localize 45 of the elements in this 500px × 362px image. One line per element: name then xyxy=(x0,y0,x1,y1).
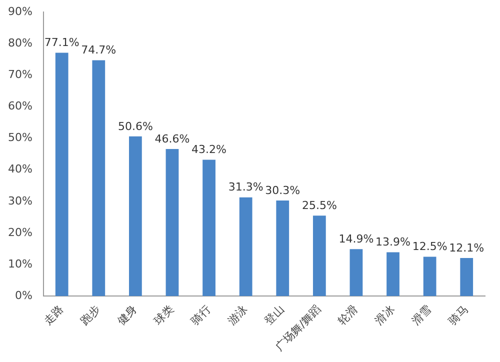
data-label: 25.5% xyxy=(302,199,337,212)
bar xyxy=(312,216,326,296)
bar xyxy=(166,149,179,296)
x-tick-label: 走路 xyxy=(41,302,66,328)
x-tick-label: 游泳 xyxy=(225,302,250,328)
data-label: 13.9% xyxy=(376,236,410,249)
data-label: 46.6% xyxy=(154,132,190,146)
bar xyxy=(350,249,363,296)
y-tick-label: 80% xyxy=(8,36,32,50)
x-tick-label: 滑冰 xyxy=(372,302,398,328)
data-label: 74.7% xyxy=(81,44,116,57)
data-label: 31.3% xyxy=(228,180,264,194)
bar xyxy=(460,258,474,296)
y-tick-label: 10% xyxy=(8,257,32,270)
bar xyxy=(386,252,400,296)
bar xyxy=(239,197,252,296)
y-tick-label: 20% xyxy=(8,226,32,239)
y-tick-label: 30% xyxy=(8,194,32,208)
bar xyxy=(276,200,290,296)
bar xyxy=(202,160,216,296)
x-tick-label: 球类 xyxy=(152,302,176,328)
y-tick-label: 0% xyxy=(14,289,32,302)
x-tick-label: 轮滑 xyxy=(336,302,360,328)
bar xyxy=(55,52,68,296)
x-tick-label: 骑行 xyxy=(188,302,214,328)
data-label: 14.9% xyxy=(338,232,374,246)
bar xyxy=(92,60,106,296)
x-tick-label: 健身 xyxy=(114,302,140,328)
x-tick-label: 骑马 xyxy=(446,302,471,328)
data-label: 12.1% xyxy=(449,241,484,254)
data-label: 30.3% xyxy=(265,184,300,197)
data-label: 50.6% xyxy=(118,120,153,133)
data-label: 77.1% xyxy=(44,36,80,50)
y-tick-label: 40% xyxy=(8,162,32,176)
x-tick-label: 滑雪 xyxy=(409,302,434,328)
data-label: 12.5% xyxy=(412,240,448,254)
x-tick-label: 登山 xyxy=(262,302,287,328)
y-tick-label: 70% xyxy=(8,68,32,82)
data-label: 43.2% xyxy=(192,143,227,156)
y-tick-label: 90% xyxy=(8,4,32,18)
bar xyxy=(129,136,142,296)
bar xyxy=(423,256,436,296)
y-tick-label: 50% xyxy=(8,131,32,144)
x-tick-label: 跑步 xyxy=(78,302,103,328)
y-tick-label: 60% xyxy=(8,100,32,113)
